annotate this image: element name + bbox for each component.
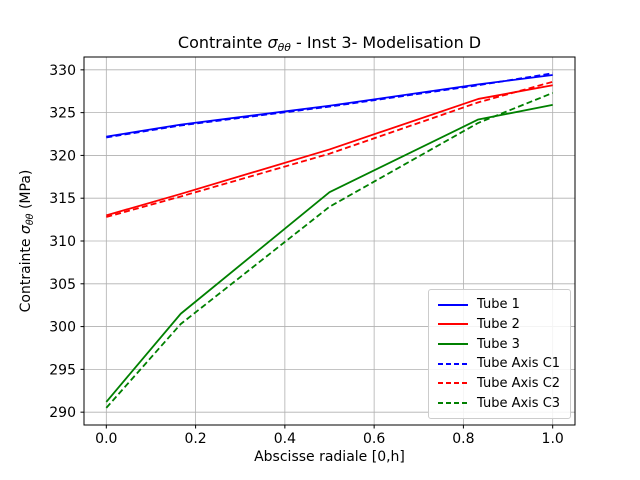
series-line-tube-2 [106, 84, 553, 217]
series-line-tube-axis-c3 [105, 92, 554, 409]
y-tick-label: 300 [49, 320, 76, 336]
legend-item-tube-axis-c2: Tube Axis C2 [437, 374, 562, 393]
y-tick-label: 315 [49, 191, 76, 207]
y-tick-label: 295 [49, 362, 76, 378]
y-tick-label: 310 [49, 234, 76, 250]
y-tick-label: 325 [49, 106, 76, 122]
sigma-symbol: σ [267, 33, 278, 52]
legend-label: Tube 2 [477, 316, 520, 332]
sigma-subscript: θθ [277, 41, 291, 55]
y-tick-label: 320 [49, 148, 76, 164]
x-tick-label: 1.0 [542, 431, 564, 447]
y-tick-label: 330 [49, 63, 76, 79]
y-axis-label: Contrainte σθθ (MPa) [18, 170, 36, 313]
x-tick-label: 0.8 [452, 431, 474, 447]
legend-item-tube-axis-c1: Tube Axis C1 [437, 354, 562, 373]
legend-item-tube-3: Tube 3 [437, 335, 562, 354]
x-tick-label: 0.6 [363, 431, 385, 447]
legend-item-tube-axis-c3: Tube Axis C3 [437, 394, 562, 413]
legend-line-sample [438, 402, 468, 405]
y-axis-label-suffix: (MPa) [18, 169, 35, 214]
x-tick-label: 0.0 [95, 431, 117, 447]
legend-label: Tube 1 [477, 297, 520, 313]
legend-box: Tube 1 Tube 2 Tube 3 Tube Axis C1 Tube Axis … [428, 289, 571, 419]
legend-line-sample [438, 382, 468, 385]
y-axis-label-prefix: Contrainte [18, 234, 35, 313]
x-axis-label: Abscisse radiale [0,h] [254, 449, 405, 465]
y-tick-label: 290 [49, 405, 76, 421]
chart-title: Contrainte σθθ - Inst 3- Modelisation D [84, 33, 575, 54]
series-line-tube-3 [105, 104, 553, 403]
legend-item-tube-2: Tube 2 [437, 315, 562, 334]
legend-item-tube-1: Tube 1 [437, 295, 562, 314]
legend-line-sample [438, 362, 468, 365]
y-tick-label: 305 [49, 277, 76, 293]
x-tick-label: 0.2 [184, 431, 206, 447]
chart-title-prefix: Contrainte [177, 33, 268, 52]
x-tick-label: 0.4 [274, 431, 296, 447]
chart-title-suffix: - Inst 3- Modelisation D [290, 33, 482, 52]
series-line-tube-axis-c1 [106, 72, 553, 139]
legend-label: Tube Axis C2 [477, 375, 561, 391]
legend-label: Tube 3 [477, 336, 520, 352]
sigma-subscript: θθ [24, 213, 36, 226]
legend-line-sample [438, 343, 468, 346]
legend-line-sample [438, 303, 468, 306]
series-line-tube-axis-c2 [106, 80, 553, 218]
legend-label: Tube Axis C3 [477, 395, 561, 411]
sigma-symbol: σ [18, 225, 35, 235]
legend-line-sample [438, 323, 468, 326]
legend-label: Tube Axis C1 [477, 356, 561, 372]
